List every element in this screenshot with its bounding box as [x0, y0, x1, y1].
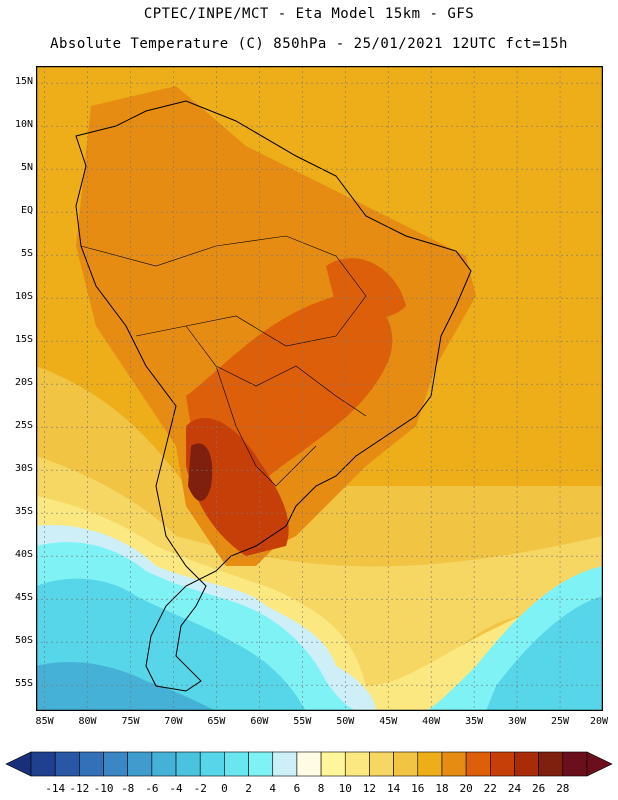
colorbar-tick-label: -4 [169, 782, 183, 795]
longitude-label: 55W [293, 716, 312, 727]
colorbar-swatch [103, 751, 128, 777]
colorbar-tick-label: 26 [532, 782, 546, 795]
latitude-label: 10N [14, 119, 33, 131]
colorbar-tick-label: 22 [483, 782, 497, 795]
longitude-label: 60W [250, 716, 269, 727]
colorbar-swatch [369, 751, 394, 777]
colorbar-swatch [514, 751, 539, 777]
colorbar-tick-label: 24 [507, 782, 522, 795]
colorbar-tick-label: -14 [45, 782, 66, 795]
latitude-label: EQ [20, 205, 33, 217]
coldest-water-region [36, 661, 216, 711]
longitude-label: 20W [589, 716, 609, 727]
colorbar-swatch [393, 751, 419, 777]
longitude-label: 65W [207, 716, 226, 727]
colorbar-tick-label: -10 [93, 782, 114, 795]
colorbar-swatch [199, 751, 225, 777]
longitude-label: 75W [121, 716, 140, 727]
colorbar-tick-label: 0 [221, 782, 228, 795]
colorbar-swatch [441, 751, 467, 777]
map-plot-area [36, 66, 603, 711]
latitude-label: 10S [14, 291, 33, 303]
colorbar-swatch [54, 751, 80, 777]
colorbar-swatch [562, 751, 588, 777]
map-frame [36, 66, 603, 711]
latitude-label: 50S [14, 635, 33, 647]
longitude-label: 85W [35, 716, 54, 727]
country-borders-south [185, 325, 367, 417]
colorbar-tick-label: -8 [121, 782, 135, 795]
colorbar-tick-label: 18 [435, 782, 449, 795]
latitude-label: 40S [14, 549, 33, 561]
longitude-label: 70W [164, 716, 183, 727]
colorbar-tick-label: 4 [269, 782, 277, 795]
colorbar-tick-label: 2 [245, 782, 252, 795]
latitude-label: 5N [20, 162, 33, 174]
colorbar-under-arrow [5, 751, 32, 777]
colorbar [5, 751, 613, 777]
longitude-label: 80W [78, 716, 97, 727]
colorbar-tick-label: 12 [362, 782, 377, 795]
longitude-label: 25W [551, 716, 570, 727]
colorbar-swatch [490, 751, 515, 777]
colorbar-over-arrow [586, 751, 613, 777]
colorbar-tick-label: 16 [411, 782, 425, 795]
hottest-core [188, 443, 213, 501]
colorbar-swatch [272, 751, 298, 777]
colorbar-swatch [127, 751, 153, 777]
colorbar-swatch [224, 751, 249, 777]
latitude-label: 45S [14, 592, 33, 604]
latitude-label: 5S [20, 248, 33, 260]
temperature-map [36, 66, 603, 711]
latitude-label: 30S [14, 463, 33, 475]
map-title-line2: Absolute Temperature (C) 850hPa - 25/01/… [50, 36, 568, 52]
latitude-label: 20S [14, 377, 33, 389]
colorbar-swatch [465, 751, 491, 777]
colorbar-swatch [344, 751, 370, 777]
longitude-label: 40W [422, 716, 441, 727]
latitude-label: 15N [14, 76, 33, 88]
longitude-label: 35W [465, 716, 484, 727]
colorbar-swatch [151, 751, 177, 777]
latitude-label: 15S [14, 334, 33, 346]
colorbar-tick-label: 6 [293, 782, 301, 795]
southeast-colder-water [486, 596, 603, 711]
colorbar-tick-label: 28 [556, 782, 570, 795]
latitude-label: 25S [14, 420, 33, 432]
longitude-label: 50W [336, 716, 355, 727]
colorbar-swatch [30, 751, 56, 777]
colorbar-tick-label: 20 [459, 782, 473, 795]
colorbar-tick-label: 14 [386, 782, 401, 795]
colorbar-swatch [175, 751, 201, 777]
colorbar-tick-label: 10 [338, 782, 352, 795]
colorbar-swatch [296, 751, 322, 777]
northern-argentina-hot-region [186, 417, 289, 556]
colorbar-swatch [79, 751, 104, 777]
map-title-line1: CPTEC/INPE/MCT - Eta Model 15km - GFS [143, 6, 475, 22]
country-borders [80, 235, 367, 347]
colorbar-swatch [320, 751, 346, 777]
latitude-label: 35S [14, 506, 33, 518]
colorbar-tick-label: -12 [69, 782, 90, 795]
colorbar-swatch [538, 751, 564, 777]
longitude-label: 30W [508, 716, 527, 727]
colorbar-tick-label: -6 [145, 782, 159, 795]
longitude-label: 45W [379, 716, 398, 727]
colorbar-tick-label: 8 [317, 782, 325, 795]
colorbar-swatch [417, 751, 443, 777]
latitude-label: 55S [14, 678, 33, 690]
colorbar-tick-label: -2 [193, 782, 207, 795]
colorbar-swatch [248, 751, 274, 777]
country-borders-cone [215, 365, 317, 487]
northeast-brazil-hot-region [326, 258, 406, 318]
